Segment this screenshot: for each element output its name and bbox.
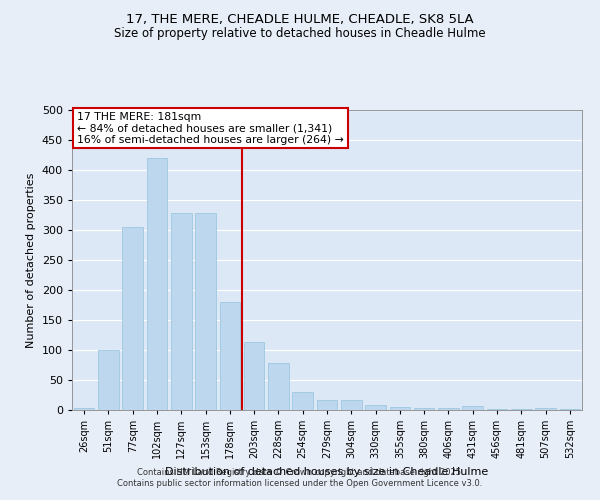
Bar [487,409,508,410]
Bar [535,408,556,410]
Bar [414,408,434,410]
X-axis label: Distribution of detached houses by size in Cheadle Hulme: Distribution of detached houses by size … [166,466,488,476]
Bar [463,406,483,410]
Text: Contains HM Land Registry data © Crown copyright and database right 2025.
Contai: Contains HM Land Registry data © Crown c… [118,468,482,487]
Text: 17 THE MERE: 181sqm
← 84% of detached houses are smaller (1,341)
16% of semi-det: 17 THE MERE: 181sqm ← 84% of detached ho… [77,112,344,144]
Bar [511,409,532,410]
Bar [220,302,240,410]
Bar [438,408,459,410]
Bar [122,227,143,410]
Text: Size of property relative to detached houses in Cheadle Hulme: Size of property relative to detached ho… [114,28,486,40]
Text: 17, THE MERE, CHEADLE HULME, CHEADLE, SK8 5LA: 17, THE MERE, CHEADLE HULME, CHEADLE, SK… [126,12,474,26]
Bar [389,407,410,410]
Bar [268,363,289,410]
Y-axis label: Number of detached properties: Number of detached properties [26,172,36,348]
Bar [171,213,191,410]
Bar [341,400,362,410]
Bar [292,392,313,410]
Bar [146,158,167,410]
Bar [98,350,119,410]
Bar [317,400,337,410]
Bar [365,404,386,410]
Bar [195,213,216,410]
Bar [74,408,94,410]
Bar [244,342,265,410]
